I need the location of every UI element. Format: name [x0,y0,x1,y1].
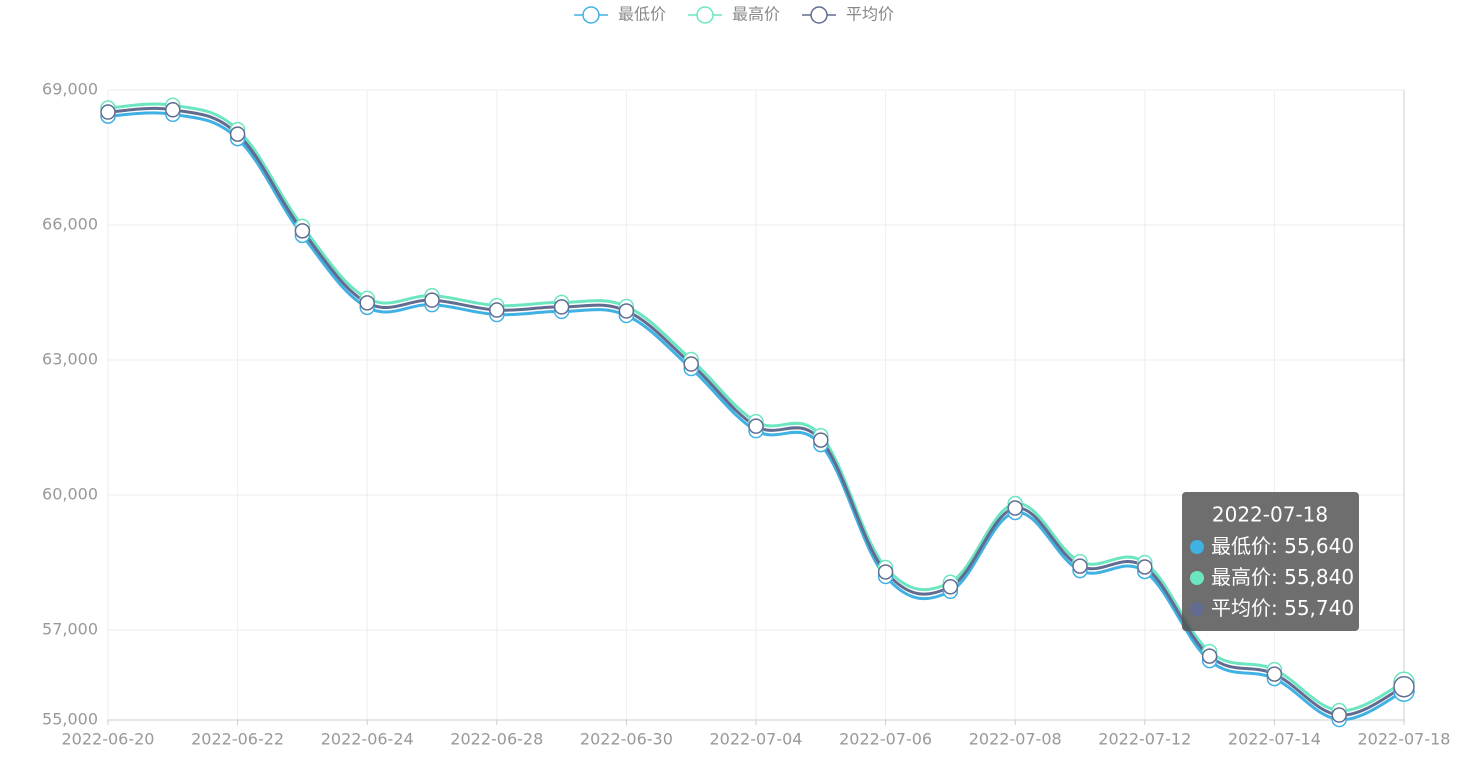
legend-icon[interactable] [810,6,828,24]
tooltip-title: 2022-07-18 [1212,503,1328,527]
data-point[interactable] [942,579,959,595]
data-point[interactable] [553,299,570,315]
data-point[interactable] [1331,707,1347,723]
tooltip-name: 最高价 [1211,565,1271,589]
x-tick-label: 2022-06-22 [191,730,284,749]
tooltip-dot [1190,602,1204,616]
data-point[interactable] [618,303,635,319]
y-tick-label: 66,000 [42,215,98,234]
x-tick-label: 2022-07-06 [839,730,932,749]
data-point[interactable] [165,102,181,118]
data-point[interactable] [489,302,505,318]
y-tick-label: 63,000 [42,350,98,369]
x-tick-label: 2022-07-04 [710,730,803,749]
data-point[interactable] [1072,558,1088,574]
series-line [107,111,1405,722]
tooltip: 2022-07-18 最低价: 55,640 最高价: 55,840 平均价: 55,… [1182,492,1359,631]
legend-label[interactable]: 平均价 [846,5,894,24]
series-line [107,102,1405,713]
tooltip-row: 最低价: 55,640 [1211,534,1354,558]
data-point[interactable] [1201,648,1218,664]
tooltip-name: 平均价 [1211,596,1271,620]
data-point[interactable] [100,104,116,120]
legend-label[interactable]: 最低价 [618,5,666,24]
tooltip-box [1182,492,1359,631]
tooltip-row: 平均价: 55,740 [1211,596,1354,620]
x-tick-label: 2022-06-30 [580,730,673,749]
tooltip-value: 55,640 [1284,534,1354,558]
data-point[interactable] [813,432,829,448]
x-tick-label: 2022-06-24 [321,730,414,749]
data-point[interactable] [748,418,764,434]
x-tick-label: 2022-07-14 [1228,730,1321,749]
data-point[interactable] [229,126,246,142]
data-point[interactable] [877,564,894,580]
tooltip-sep: : [1271,534,1284,558]
legend-label[interactable]: 最高价 [732,5,780,24]
tooltip-name: 最低价 [1211,534,1271,558]
data-point[interactable] [683,356,699,372]
legend-icon[interactable] [696,6,714,24]
x-tick-label: 2022-07-08 [969,730,1062,749]
tooltip-sep: : [1271,596,1284,620]
data-point[interactable] [1393,675,1415,698]
tooltip-value: 55,840 [1284,565,1354,589]
tooltip-row: 最高价: 55,840 [1211,565,1354,589]
legend-icon[interactable] [582,6,600,24]
tooltip-dot [1190,540,1204,554]
tooltip-dot [1190,571,1204,585]
tooltip-sep: : [1271,565,1284,589]
y-tick-label: 60,000 [42,485,98,504]
y-tick-label: 69,000 [42,80,98,99]
x-tick-label: 2022-06-20 [62,730,155,749]
tooltip-value: 55,740 [1284,596,1354,620]
data-point[interactable] [1137,559,1153,575]
x-tick-label: 2022-06-28 [450,730,543,749]
data-point[interactable] [359,295,375,311]
y-tick-label: 55,000 [42,710,98,729]
x-tick-label: 2022-07-18 [1358,730,1451,749]
data-point[interactable] [294,223,311,239]
legend: 最低价 最高价 平均价 [574,5,894,24]
data-point[interactable] [1266,666,1283,682]
x-tick-label: 2022-07-12 [1098,730,1191,749]
y-tick-label: 57,000 [42,620,98,639]
data-point[interactable] [424,292,440,308]
data-point[interactable] [1007,500,1023,516]
series-line [107,106,1405,717]
